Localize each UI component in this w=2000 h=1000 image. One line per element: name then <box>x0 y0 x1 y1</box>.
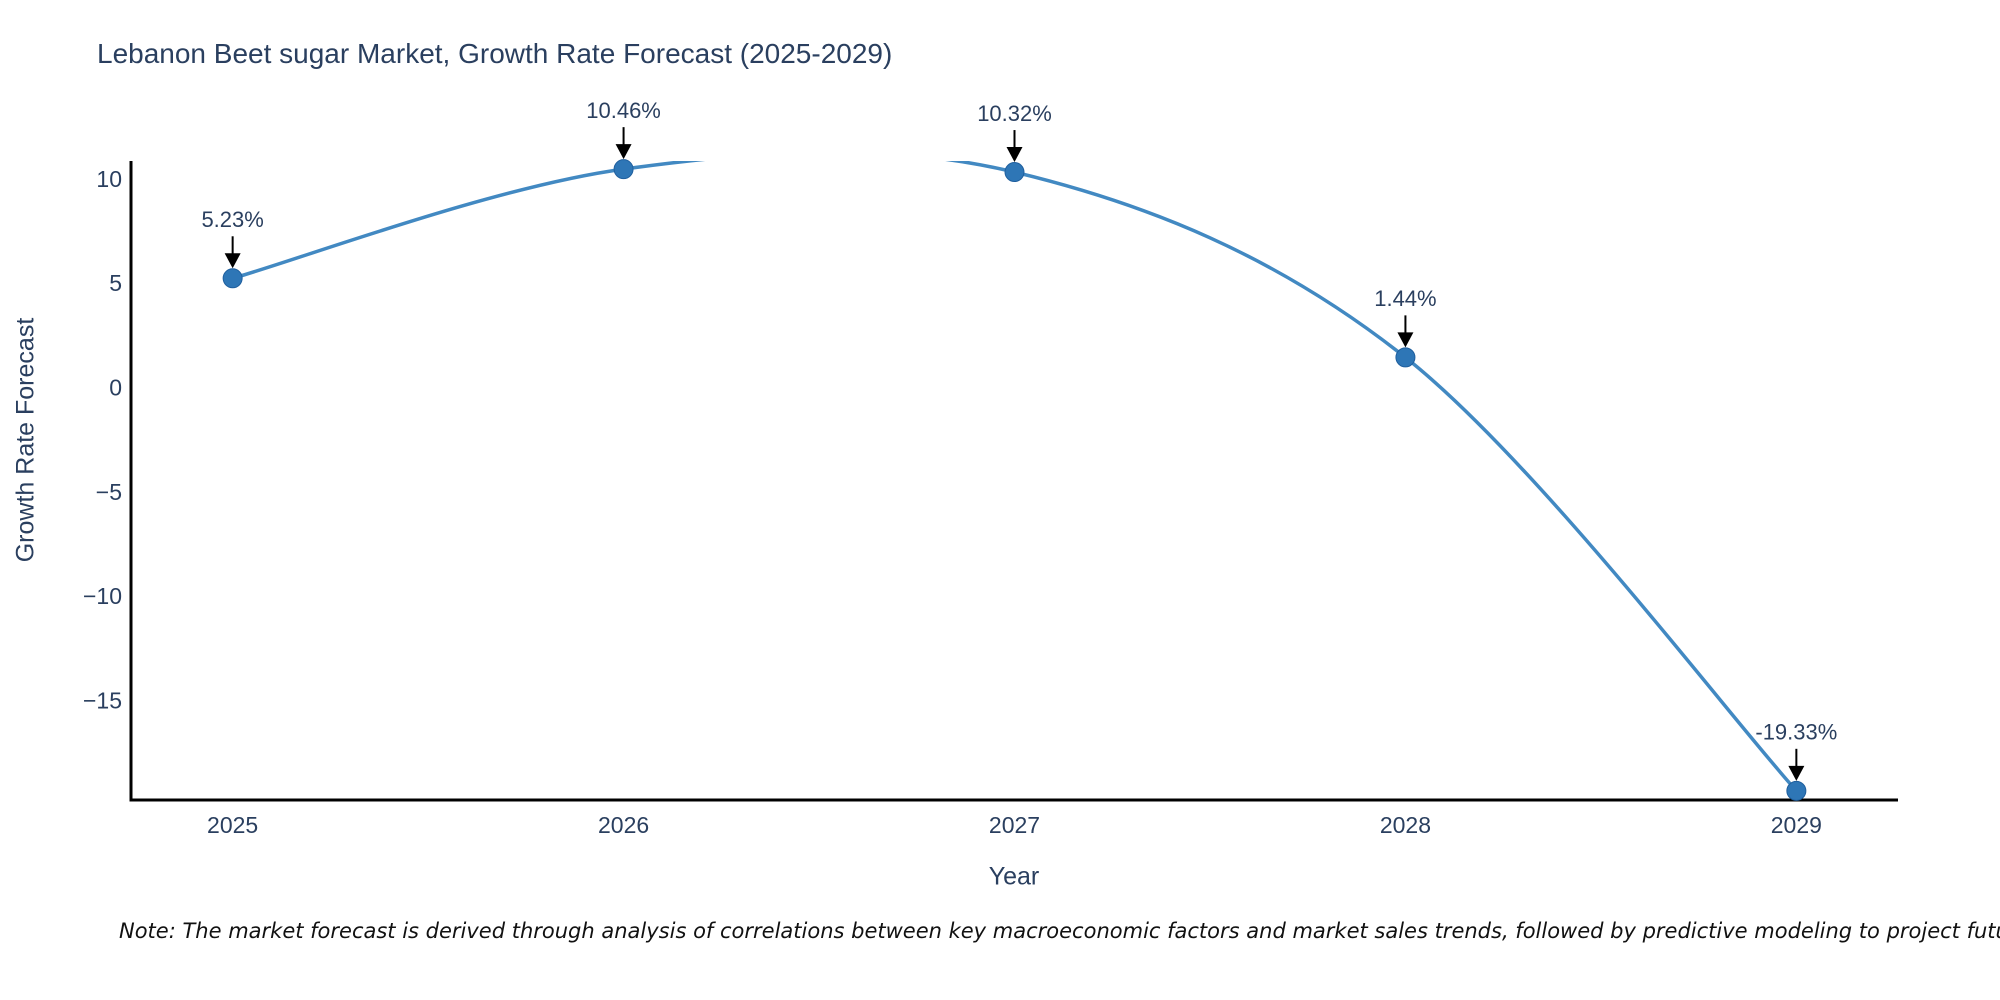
x-tick-label: 2028 <box>1380 812 1431 838</box>
annotation-arrow-head <box>1006 147 1023 163</box>
y-tick-label: 10 <box>96 166 122 192</box>
data-point-marker <box>222 268 243 289</box>
x-tick-label: 2029 <box>1771 812 1822 838</box>
y-tick-label: −10 <box>83 583 122 609</box>
x-tick-label: 2027 <box>989 812 1040 838</box>
data-point-marker <box>1395 347 1416 368</box>
annotation-arrow-head <box>224 253 241 269</box>
annotation-arrow-head <box>1397 332 1414 348</box>
point-value-label: 1.44% <box>1374 286 1436 311</box>
x-tick-label: 2026 <box>598 812 649 838</box>
y-tick-label: −15 <box>83 688 122 714</box>
data-point-marker <box>1786 780 1807 801</box>
point-value-label: 10.46% <box>586 98 661 123</box>
y-tick-label: −5 <box>96 479 122 505</box>
forecast-spline <box>232 161 1798 792</box>
footnote: Note: The market forecast is derived thr… <box>119 919 2000 943</box>
point-value-label: 10.32% <box>977 101 1052 126</box>
point-value-label: 5.23% <box>201 207 263 232</box>
chart-title: Lebanon Beet sugar Market, Growth Rate F… <box>97 38 893 69</box>
annotation-arrow-head <box>1788 765 1805 781</box>
point-value-label: -19.33% <box>1755 720 1837 745</box>
x-tick-label: 2025 <box>207 812 258 838</box>
data-point-marker <box>613 159 634 180</box>
y-tick-label: 0 <box>109 374 122 400</box>
annotation-arrow-head <box>615 144 632 160</box>
data-point-marker <box>1004 162 1025 183</box>
x-axis-title: Year <box>988 862 1040 891</box>
y-tick-label: 5 <box>109 270 122 296</box>
